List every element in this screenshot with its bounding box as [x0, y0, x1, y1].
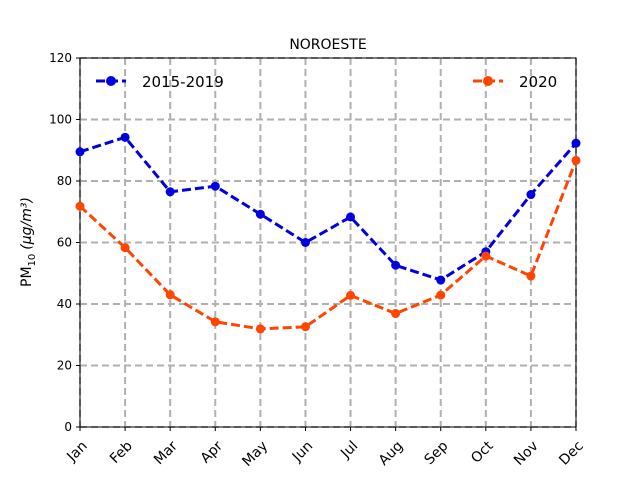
data-point-1-1 — [120, 243, 130, 253]
data-point-0-10 — [526, 190, 536, 200]
y-tick-label: 60 — [57, 236, 72, 250]
data-point-1-5 — [300, 322, 310, 332]
grid — [79, 57, 577, 428]
series-0 — [75, 132, 581, 285]
chart-title: NOROESTE — [289, 37, 366, 53]
data-point-1-3 — [210, 317, 220, 327]
x-tick-label: Sep — [422, 438, 452, 468]
data-point-0-3 — [210, 181, 220, 191]
data-point-0-1 — [120, 132, 130, 142]
legend-marker-series-0 — [106, 76, 116, 86]
y-axis-label-unit: (μg/m³) — [19, 197, 35, 250]
data-point-1-8 — [436, 290, 446, 300]
series-line-0 — [79, 135, 578, 282]
y-axis-ticks: 0 20 40 60 80 100 120 — [49, 51, 80, 434]
series-1 — [75, 155, 581, 334]
data-point-0-0 — [75, 147, 85, 157]
legend-label-series-0: 2015-2019 — [142, 73, 224, 91]
data-point-1-11 — [571, 155, 581, 165]
x-tick-label: Aug — [376, 438, 407, 469]
x-tick-label: Oct — [468, 438, 497, 467]
x-tick-label: May — [239, 438, 271, 470]
x-tick-label: Dec — [556, 438, 586, 468]
x-tick-label: Apr — [198, 438, 227, 467]
y-tick-label: 80 — [57, 174, 72, 188]
x-tick-label: Mar — [151, 438, 181, 468]
y-tick-label: 120 — [49, 51, 72, 65]
x-tick-label: Nov — [511, 438, 542, 469]
data-point-0-8 — [436, 275, 446, 285]
y-axis-label-main: PM — [19, 266, 35, 287]
x-tick-label: Jun — [289, 438, 316, 465]
data-point-1-6 — [346, 290, 356, 300]
data-point-0-4 — [255, 209, 265, 219]
y-tick-label: 40 — [57, 297, 72, 311]
x-tick-label: Jan — [63, 438, 90, 465]
legend-entry-series-0: 2015-2019 — [96, 73, 224, 91]
data-point-0-11 — [571, 138, 581, 148]
y-tick-label: 20 — [57, 359, 72, 373]
data-point-1-10 — [526, 271, 536, 281]
legend-marker-series-1 — [483, 76, 493, 86]
y-axis-label: PM10 (μg/m³) — [19, 197, 38, 287]
x-axis-ticks: Jan Feb Mar Apr May Jun Jul Aug Sep Oct Nov Dec — [63, 427, 587, 470]
data-point-0-5 — [300, 238, 310, 247]
y-tick-label: 100 — [49, 113, 72, 127]
legend: 2015-2019 2020 — [96, 73, 557, 91]
data-point-0-2 — [165, 187, 175, 197]
y-axis-label-subscript: 10 — [27, 254, 38, 267]
data-point-0-7 — [391, 260, 401, 270]
data-point-0-6 — [346, 212, 356, 222]
series — [75, 132, 581, 334]
data-point-1-0 — [75, 201, 85, 211]
legend-entry-series-1: 2020 — [473, 73, 557, 91]
x-tick-label: Feb — [107, 438, 136, 467]
x-tick-label: Jul — [337, 438, 361, 462]
legend-label-series-1: 2020 — [519, 73, 557, 91]
series-line-1 — [78, 159, 578, 331]
y-tick-label: 0 — [64, 420, 72, 434]
data-point-1-9 — [481, 251, 491, 261]
data-point-1-2 — [165, 290, 175, 300]
data-point-1-7 — [391, 309, 401, 319]
data-point-1-4 — [255, 324, 265, 334]
